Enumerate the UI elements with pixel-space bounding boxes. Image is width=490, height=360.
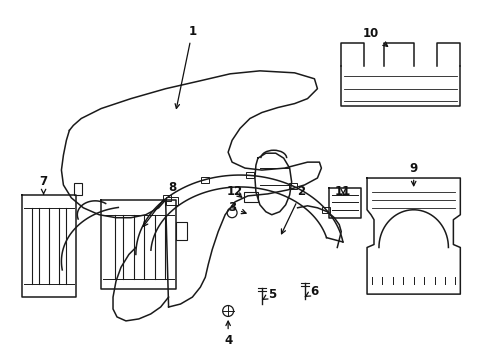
Text: 4: 4	[224, 321, 232, 347]
Bar	[244, 192, 258, 202]
Text: 9: 9	[410, 162, 418, 186]
Bar	[201, 177, 209, 183]
Bar	[322, 207, 330, 213]
Text: 1: 1	[175, 24, 196, 108]
Bar	[290, 183, 297, 189]
Text: 6: 6	[305, 285, 318, 298]
Bar	[163, 195, 171, 201]
Text: 2: 2	[281, 185, 306, 234]
Bar	[246, 172, 254, 179]
Bar	[166, 197, 177, 205]
Text: 7: 7	[40, 175, 48, 194]
Text: 8: 8	[144, 181, 177, 226]
Text: 10: 10	[363, 27, 388, 46]
Text: 5: 5	[263, 288, 276, 301]
Bar	[74, 183, 82, 195]
Bar	[175, 222, 188, 239]
Text: 3: 3	[228, 201, 246, 214]
Text: 12: 12	[227, 185, 243, 198]
Text: 11: 11	[335, 185, 351, 198]
